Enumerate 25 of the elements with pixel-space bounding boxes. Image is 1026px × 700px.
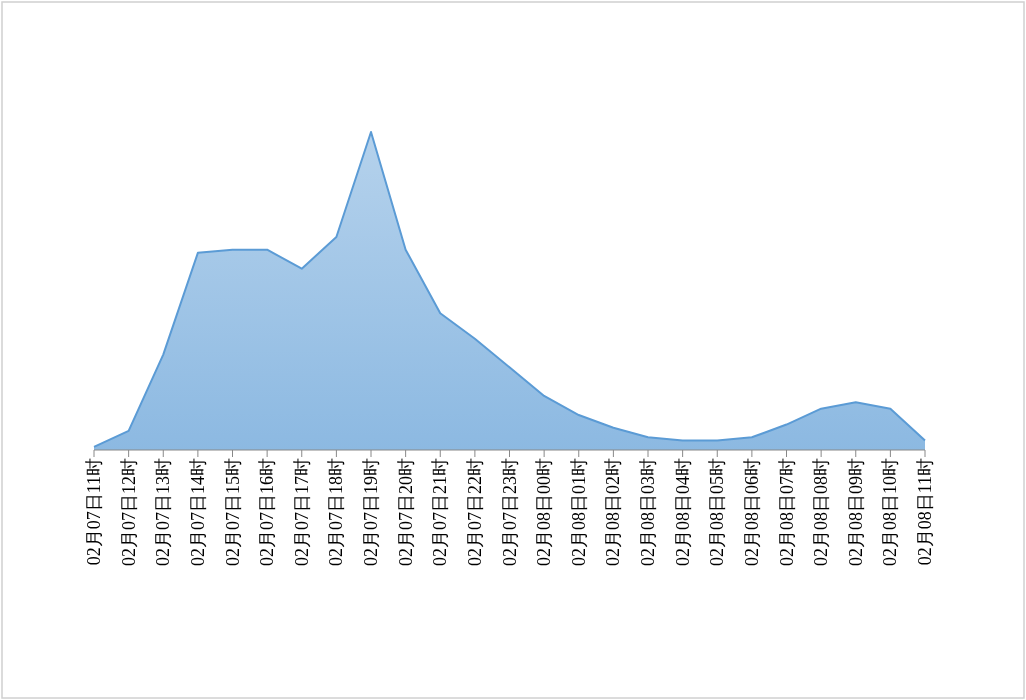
x-tick-label: 02月08日10时	[880, 458, 901, 566]
x-tick-label: 02月08日11时	[915, 458, 935, 566]
x-tick-label: 02月07日14时	[187, 458, 208, 566]
x-tick-label: 02月07日15时	[222, 458, 243, 566]
x-tick-label: 02月07日22时	[464, 458, 485, 566]
x-tick-label: 02月07日11时	[84, 458, 104, 566]
x-tick-label: 02月08日04时	[672, 458, 693, 566]
x-tick-label: 02月07日21时	[430, 458, 451, 566]
x-tick-label: 02月07日19时	[361, 458, 381, 566]
x-tick-label: 02月08日07时	[776, 458, 797, 566]
x-tick-label: 02月08日03时	[638, 458, 658, 566]
x-tick-label: 02月07日12时	[118, 458, 139, 566]
x-tick-label: 02月07日18时	[326, 458, 347, 566]
x-tick-label: 02月07日13时	[153, 458, 174, 566]
x-tick-label: 02月08日00时	[534, 458, 555, 566]
x-tick-label: 02月08日05时	[707, 458, 728, 566]
x-tick-label: 02月07日16时	[257, 458, 278, 566]
x-tick-label: 02月08日06时	[741, 458, 762, 566]
x-tick-label: 02月07日20时	[395, 458, 416, 566]
x-tick-label: 02月08日08时	[811, 458, 832, 566]
x-tick-label: 02月07日17时	[291, 458, 312, 566]
x-tick-label: 02月07日23时	[499, 458, 520, 566]
x-tick-label: 02月08日01时	[568, 458, 589, 566]
x-tick-label: 02月08日09时	[845, 458, 866, 566]
x-tick-label: 02月08日02时	[603, 458, 624, 566]
